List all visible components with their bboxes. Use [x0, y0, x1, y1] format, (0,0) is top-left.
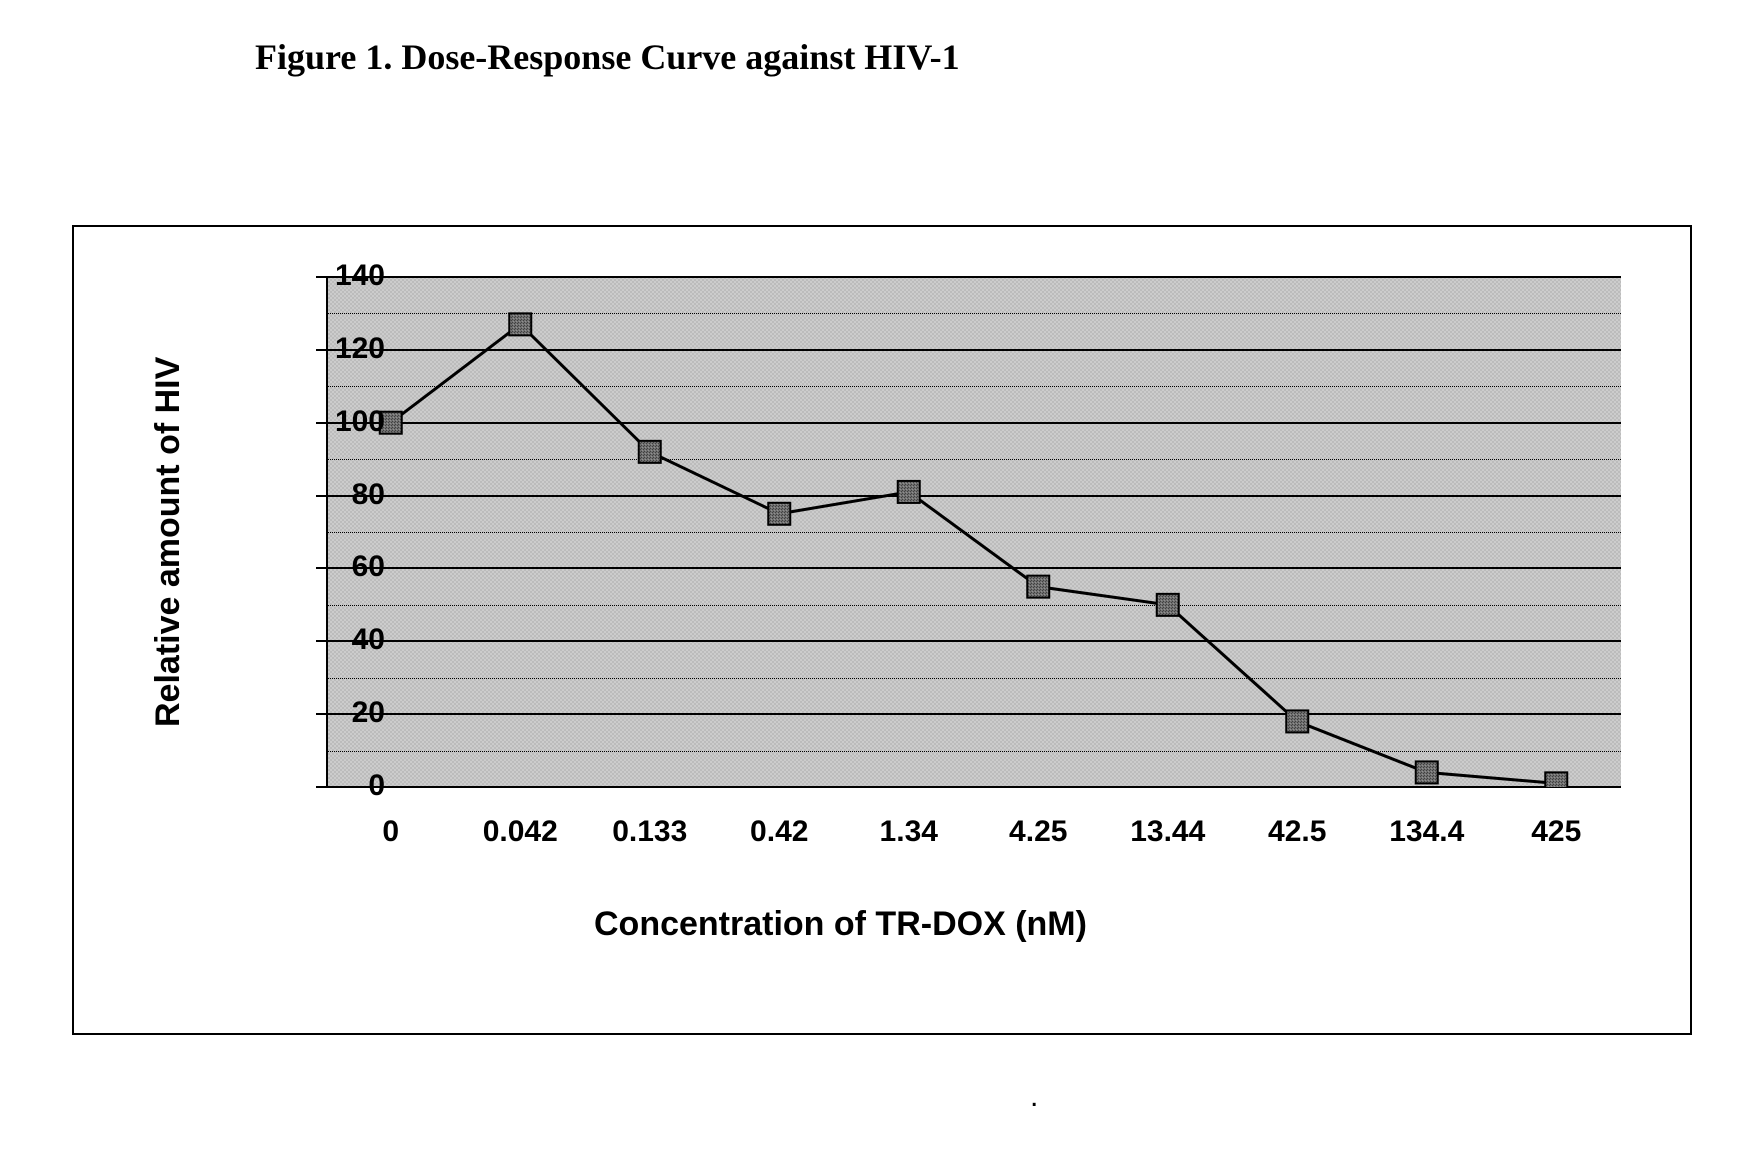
- x-tick-label: 134.4: [1389, 815, 1464, 849]
- figure-title: Figure 1. Dose-Response Curve against HI…: [255, 36, 960, 78]
- x-tick-label: 0.133: [612, 815, 687, 849]
- x-tick-label: 4.25: [1009, 815, 1067, 849]
- x-axis-title: Concentration of TR-DOX (nM): [594, 905, 1087, 944]
- y-tick-label: 120: [305, 332, 385, 366]
- y-tick-label: 40: [305, 623, 385, 657]
- y-tick-label: 20: [305, 696, 385, 730]
- y-tick-label: 80: [305, 478, 385, 512]
- y-tick-label: 140: [305, 259, 385, 293]
- y-tick-label: 0: [305, 769, 385, 803]
- chart-container: Relative amount of HIV 0204060801001201: [72, 225, 1692, 1035]
- x-tick-label: 42.5: [1268, 815, 1326, 849]
- x-tick-label: 1.34: [880, 815, 938, 849]
- x-tick-label: 0.42: [750, 815, 808, 849]
- y-axis-title: Relative amount of HIV: [149, 357, 188, 727]
- page: Figure 1. Dose-Response Curve against HI…: [0, 0, 1755, 1158]
- x-tick-label: 13.44: [1130, 815, 1205, 849]
- x-tick-label: 425: [1531, 815, 1581, 849]
- y-tick-label: 60: [305, 550, 385, 584]
- period-mark: .: [1030, 1080, 1038, 1114]
- plot-area: [326, 277, 1621, 787]
- x-tick-label: 0.042: [483, 815, 558, 849]
- x-tick-label: 0: [382, 815, 399, 849]
- y-tick-label: 100: [305, 405, 385, 439]
